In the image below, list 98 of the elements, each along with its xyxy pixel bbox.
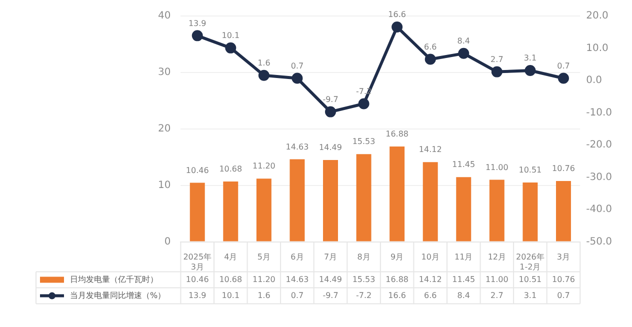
point: [558, 72, 569, 84]
data-label: 16.88: [386, 274, 409, 284]
y-tick-label: 20: [158, 123, 171, 134]
text: 16.88: [386, 130, 409, 139]
point: [325, 106, 336, 118]
data-label: 10.1: [222, 290, 240, 300]
point: [524, 65, 536, 76]
y2-tick-label: 0.0: [586, 75, 602, 86]
text: 8.4: [457, 36, 470, 46]
y2-tick-label: 20.0: [586, 10, 608, 22]
x-tick-label: 7月: [324, 252, 338, 262]
data-label: -9.7: [322, 290, 338, 300]
data-label: 2.7: [490, 290, 504, 300]
text: 14.12: [418, 145, 442, 154]
legend-label: 日均发电量（亿千瓦时）: [70, 274, 158, 284]
data-label: 14.12: [418, 274, 442, 284]
data-label: 11.00: [485, 274, 508, 284]
y2-tick-label: -10.0: [586, 107, 612, 118]
data-label: 11.20: [252, 274, 276, 284]
x-tick-label: 6月: [290, 252, 304, 262]
text: 10.51: [518, 166, 542, 175]
data-label: 15.53: [352, 274, 376, 284]
bar: [223, 182, 238, 242]
x-tick-label: 8月: [357, 252, 370, 262]
data-label: 14.49: [319, 274, 342, 284]
bar: [290, 159, 305, 242]
text: 11.20: [252, 162, 276, 171]
y2-tick-label: -30.0: [586, 172, 612, 183]
text: 15.53: [352, 137, 376, 146]
point: [358, 98, 370, 110]
point: [192, 30, 203, 42]
text: 10.68: [219, 164, 242, 174]
y-tick-label: 10: [158, 180, 171, 191]
point: [258, 70, 270, 81]
x-tick-label: 9月: [390, 252, 404, 262]
data-label: 8.4: [457, 290, 470, 300]
text: 14.49: [319, 143, 342, 152]
y2-tick-label: 10.0: [586, 42, 608, 54]
bar: [390, 146, 405, 242]
point: [225, 42, 236, 54]
text: 14.63: [286, 142, 309, 152]
text: 0.7: [290, 61, 304, 70]
x-tick-label: 3月: [556, 252, 570, 262]
text: 1.6: [258, 58, 270, 68]
text: 10.76: [552, 164, 575, 174]
data-label: 0.7: [290, 290, 304, 300]
bar: [489, 180, 504, 242]
y-tick-label: 30: [158, 67, 171, 78]
data-label: 0.7: [557, 290, 570, 300]
data-label: 10.51: [518, 274, 542, 284]
y2-tick-label: -40.0: [586, 204, 612, 216]
bar: [456, 177, 472, 242]
x-tick-label: 4月: [224, 252, 238, 262]
point: [292, 72, 303, 84]
text: -9.7: [322, 94, 338, 104]
data-label: 3.1: [524, 290, 537, 300]
bar: [356, 154, 372, 242]
x-tick-label: 10月: [421, 252, 440, 262]
x-tick-label: 2025年3月: [183, 252, 212, 272]
text: 10.1: [222, 31, 240, 40]
bar: [522, 182, 538, 242]
data-label: 11.45: [452, 274, 476, 284]
data-label: 13.9: [188, 290, 206, 300]
text: 11.45: [452, 160, 476, 170]
text: 6.6: [424, 42, 437, 52]
bar: [190, 182, 205, 242]
x-tick-label: 2026年1-2月: [516, 252, 544, 272]
text: 3.1: [524, 54, 537, 63]
y2-tick-label: -50.0: [586, 236, 612, 248]
text: 10.46: [186, 166, 209, 175]
bar: [323, 160, 338, 242]
text: 2.7: [490, 54, 504, 64]
x-tick-label: 5月: [257, 252, 270, 262]
text: 0.7: [557, 61, 570, 70]
y-tick-label: 40: [158, 10, 171, 22]
legend-label: 当月发电量同比增速（%）: [70, 290, 166, 300]
text: 16.6: [388, 10, 406, 20]
point: [392, 21, 403, 32]
y-tick-label: 0: [164, 236, 171, 248]
text: 11.00: [485, 162, 508, 172]
x-tick-label: 11月: [454, 252, 473, 262]
bar: [556, 181, 571, 242]
y2-tick-label: -20.0: [586, 140, 612, 151]
bar: [422, 162, 438, 242]
data-label: 1.6: [258, 290, 270, 300]
data-label: -7.2: [356, 290, 372, 300]
data-label: 10.46: [186, 274, 209, 284]
point: [458, 48, 470, 59]
data-label: 16.6: [388, 290, 406, 300]
text: 13.9: [188, 18, 206, 28]
data-label: 14.63: [286, 274, 309, 284]
x-tick-label: 12月: [488, 252, 506, 262]
data-label: 6.6: [424, 290, 437, 300]
data-label: 10.76: [552, 274, 575, 284]
point: [424, 54, 436, 65]
data-label: 10.68: [219, 274, 242, 284]
bar: [256, 178, 272, 242]
point: [491, 66, 502, 78]
